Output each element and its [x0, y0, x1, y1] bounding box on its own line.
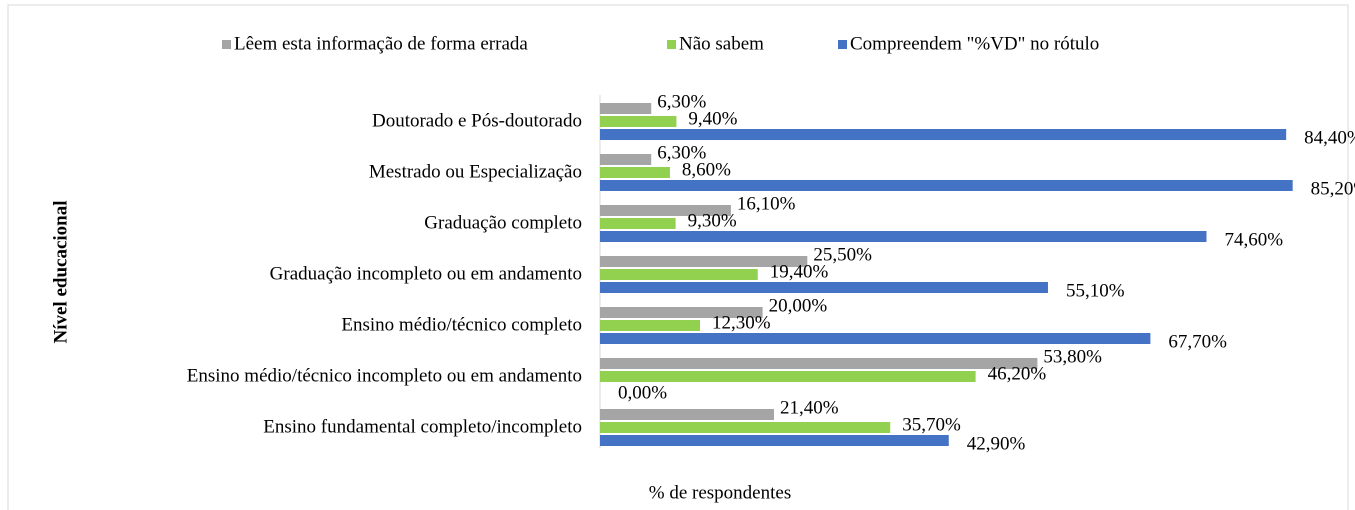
bar: [600, 129, 1287, 140]
value-label: 9,30%: [688, 210, 737, 231]
legend-label: Lêem esta informação de forma errada: [234, 33, 528, 54]
value-label: 21,40%: [780, 397, 839, 418]
value-label: 16,10%: [737, 193, 796, 214]
y-tick-label: Ensino médio/técnico completo: [341, 314, 582, 335]
bar: [600, 333, 1151, 344]
value-label: 8,60%: [682, 159, 731, 180]
legend-label: Não sabem: [679, 33, 764, 54]
legend-swatch: [222, 40, 231, 49]
bar: [600, 409, 774, 420]
value-label: 6,30%: [657, 91, 706, 112]
y-axis-title: Nível educacional: [50, 200, 71, 343]
bar: [600, 205, 731, 216]
bar: [600, 435, 949, 446]
value-label: 19,40%: [770, 261, 829, 282]
value-label: 84,40%: [1304, 127, 1355, 148]
bar: [600, 269, 758, 280]
bar: [600, 231, 1207, 242]
value-label: 67,70%: [1168, 331, 1227, 352]
value-label: 20,00%: [769, 295, 828, 316]
value-label: 35,70%: [902, 414, 961, 435]
value-label: 12,30%: [712, 312, 771, 333]
bar: [600, 320, 700, 331]
y-tick-label: Mestrado ou Especialização: [369, 161, 582, 182]
bar: [600, 256, 808, 267]
bar: [600, 116, 677, 127]
bar: [600, 422, 891, 433]
bar: [600, 218, 676, 229]
value-label: 42,90%: [967, 433, 1026, 454]
value-label: 46,20%: [988, 363, 1047, 384]
y-tick-label: Graduação incompleto ou em andamento: [270, 263, 582, 284]
y-tick-label: Graduação completo: [424, 212, 582, 233]
value-label: 55,10%: [1066, 280, 1125, 301]
bar: [600, 371, 976, 382]
bar: [600, 282, 1048, 293]
value-label: 53,80%: [1043, 346, 1102, 367]
y-tick-label: Ensino médio/técnico incompleto ou em an…: [187, 365, 582, 386]
legend-label: Compreendem "%VD" no rótulo: [850, 33, 1099, 54]
value-label: 74,60%: [1224, 229, 1283, 250]
value-label: 9,40%: [688, 108, 737, 129]
legend-swatch: [838, 40, 847, 49]
chart-frame: [7, 4, 1349, 510]
bar: [600, 154, 652, 165]
y-tick-label: Ensino fundamental completo/incompleto: [263, 416, 582, 437]
bar: [600, 180, 1293, 191]
legend-swatch: [667, 40, 676, 49]
bar: [600, 358, 1038, 369]
value-label: 25,50%: [813, 244, 872, 265]
bar: [600, 307, 763, 318]
bar: [600, 103, 652, 114]
y-tick-label: Doutorado e Pós-doutorado: [372, 110, 582, 131]
value-label: 0,00%: [618, 382, 667, 403]
x-axis-title: % de respondentes: [649, 482, 791, 503]
bar: [600, 167, 670, 178]
value-label: 85,20%: [1311, 178, 1355, 199]
value-label: 6,30%: [657, 142, 706, 163]
